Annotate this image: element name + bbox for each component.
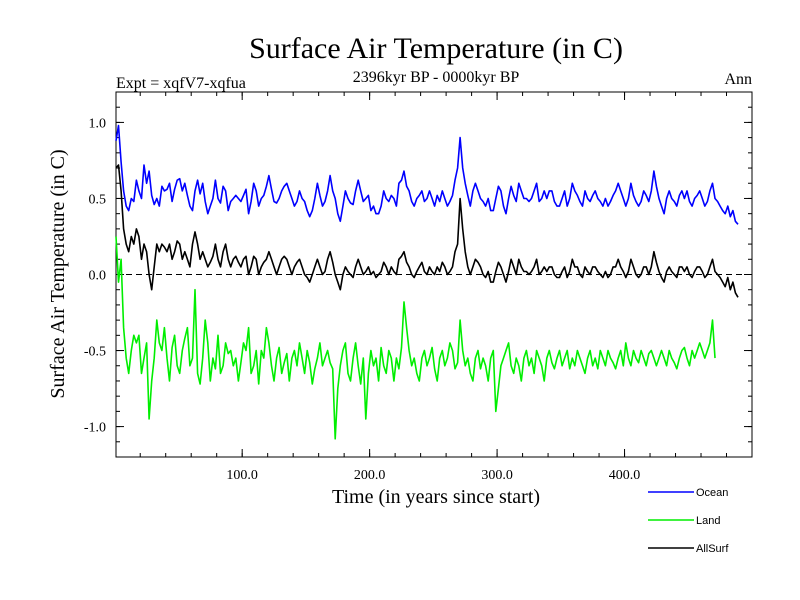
legend: Ocean Land AllSurf [648,487,729,555]
y-tick-label: 1.0 [89,116,107,131]
x-axis: 100.0 200.0 300.0 400.0 [139,92,728,483]
y-tick-label: 0.0 [89,269,107,284]
chart-title: Surface Air Temperature (in C) [249,32,623,65]
y-tick-label: 0.5 [89,192,107,207]
series-line-ocean [115,124,739,225]
series-layer [115,124,739,440]
x-axis-label: Time (in years since start) [332,486,540,508]
legend-label-ocean: Ocean [696,487,728,499]
x-tick-label: 300.0 [481,468,513,483]
experiment-label: Expt = xqfV7-xqfua [116,75,246,92]
x-tick-label: 200.0 [354,468,386,483]
x-tick-label: 100.0 [226,468,258,483]
season-label: Ann [724,71,752,88]
x-tick-label: 400.0 [609,468,641,483]
y-tick-label: -0.5 [84,345,106,360]
series-line-allsurf [115,164,739,298]
y-tick-label: -1.0 [84,421,106,436]
series-line-land [115,236,716,440]
y-axis: -1.0 -0.5 0.0 0.5 1.0 [84,91,752,458]
legend-label-land: Land [696,515,720,527]
legend-label-allsurf: AllSurf [696,543,729,555]
y-axis-label: Surface Air Temperature (in C) [47,149,69,398]
chart-subtitle: 2396kyr BP - 0000kyr BP [353,69,520,86]
